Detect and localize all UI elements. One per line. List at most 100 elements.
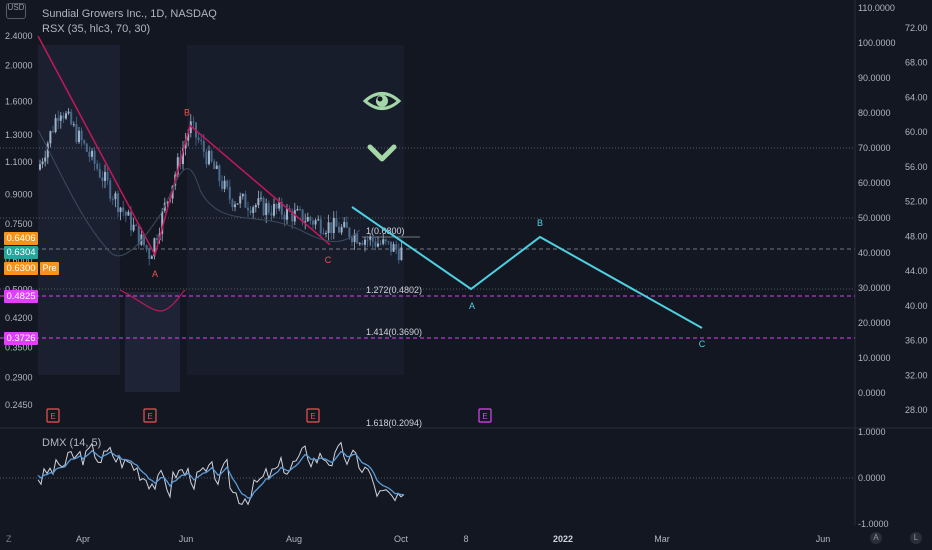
rsx2-tick-label: 56.00 (905, 162, 928, 172)
dmx-indicator-title[interactable]: DMX (14, 5) (42, 437, 102, 449)
candle-body (200, 140, 203, 142)
candle-body (296, 209, 299, 211)
candle-body (65, 113, 67, 119)
candle-body (312, 220, 314, 225)
candle-body (137, 225, 140, 245)
candle-body (392, 244, 395, 252)
rsx-tick-label: 50.0000 (858, 213, 891, 223)
candle-body (387, 241, 390, 243)
candle-body (119, 207, 122, 213)
candle-body (301, 209, 304, 223)
fib-label: 1.272(0.4802) (366, 285, 422, 295)
timezone-icon[interactable]: Z (6, 534, 12, 544)
candle-body (210, 150, 213, 162)
candle-body (275, 204, 278, 209)
event-marker-label: E (147, 412, 152, 421)
candle-body (41, 161, 44, 165)
candle-body (234, 204, 236, 208)
candle-body (213, 161, 216, 169)
price-tick-label: 2.0000 (5, 60, 33, 70)
rsx2-tick-label: 40.00 (905, 301, 928, 311)
candle-body (286, 208, 288, 220)
rsx-tick-label: 90.0000 (858, 73, 891, 83)
price-tick-label: 0.4200 (5, 313, 33, 323)
candle-body (132, 224, 135, 231)
rsx2-tick-label: 68.00 (905, 58, 928, 68)
candle-body (325, 232, 327, 234)
candle-body (280, 202, 283, 215)
candle-body (306, 216, 309, 222)
candle-body (88, 151, 91, 157)
candle-body (257, 198, 260, 206)
candle-body (83, 140, 86, 144)
event-marker-label: E (310, 412, 315, 421)
candle-body (59, 115, 62, 121)
rsx2-tick-label: 60.00 (905, 127, 928, 137)
symbol-title[interactable]: Sundial Growers Inc., 1D, NASDAQ (42, 8, 217, 20)
candle-body (374, 241, 377, 247)
candle-body (124, 211, 127, 216)
candle-body (197, 137, 200, 141)
chevron-down-icon (367, 144, 397, 162)
price-badge: 0.4825 (4, 290, 38, 303)
rsx2-tick-label: 36.00 (905, 336, 928, 346)
red-wave-label-b: B (184, 107, 190, 117)
candle-body (273, 204, 275, 216)
candle-body (153, 238, 156, 257)
rsx-tick-label: 20.0000 (858, 318, 891, 328)
cyan-wave-label-a: A (469, 301, 475, 311)
candle-body (351, 237, 353, 243)
candle-body (304, 221, 307, 223)
rsx2-tick-label: 44.00 (905, 266, 928, 276)
candle-body (49, 131, 52, 144)
candle-body (109, 180, 112, 199)
candle-body (117, 193, 119, 213)
candle-body (397, 249, 400, 261)
candle-body (369, 236, 372, 240)
candle-body (319, 219, 322, 234)
red-wave-label-c: C (325, 255, 332, 265)
event-marker (143, 408, 157, 423)
rsx-tick-label: 60.0000 (858, 178, 891, 188)
candle-body (254, 205, 257, 208)
time-tick-label: Jun (816, 534, 831, 544)
candle-body (366, 239, 369, 241)
rsx-indicator-title[interactable]: RSX (35, hlc3, 70, 30) (42, 23, 151, 35)
candle-body (106, 171, 109, 181)
candle-body (145, 245, 148, 250)
rsx-tick-label: 40.0000 (858, 248, 891, 258)
event-marker (478, 408, 492, 423)
candle-body (345, 221, 348, 228)
price-tick-label: 0.2450 (5, 400, 33, 410)
candle-body (80, 130, 83, 141)
event-marker-label: E (50, 412, 55, 421)
price-tick-label: 0.7500 (5, 219, 33, 229)
price-badge: 0.6304 (4, 246, 38, 259)
rsx-curve (37, 129, 361, 257)
cyan-wave-label-c: C (699, 339, 706, 349)
candle-body (78, 130, 80, 143)
rsx-tick-label: 10.0000 (858, 353, 891, 363)
log-scale-button[interactable]: L (910, 532, 922, 544)
time-tick-label: Mar (654, 534, 670, 544)
currency-badge[interactable]: USD (6, 3, 26, 19)
candle-body (335, 217, 338, 227)
time-tick-label: 2022 (553, 534, 573, 544)
event-marker (46, 408, 60, 423)
candle-body (104, 171, 106, 182)
rsx2-tick-label: 32.00 (905, 370, 928, 380)
cyan-projection-line (351, 206, 703, 329)
eye-icon (362, 92, 402, 110)
rsx2-tick-label: 72.00 (905, 23, 928, 33)
pre-market-badge: Pre (40, 262, 59, 275)
candle-body (127, 211, 130, 216)
shaded-range-3 (187, 45, 404, 375)
dmx-pane (37, 441, 405, 506)
candle-body (215, 165, 218, 169)
candle-body (358, 243, 361, 245)
dmx-tick-label: -1.0000 (858, 519, 889, 529)
candle-body (156, 238, 158, 240)
candle-body (182, 148, 184, 165)
auto-scale-button[interactable]: A (870, 532, 882, 544)
